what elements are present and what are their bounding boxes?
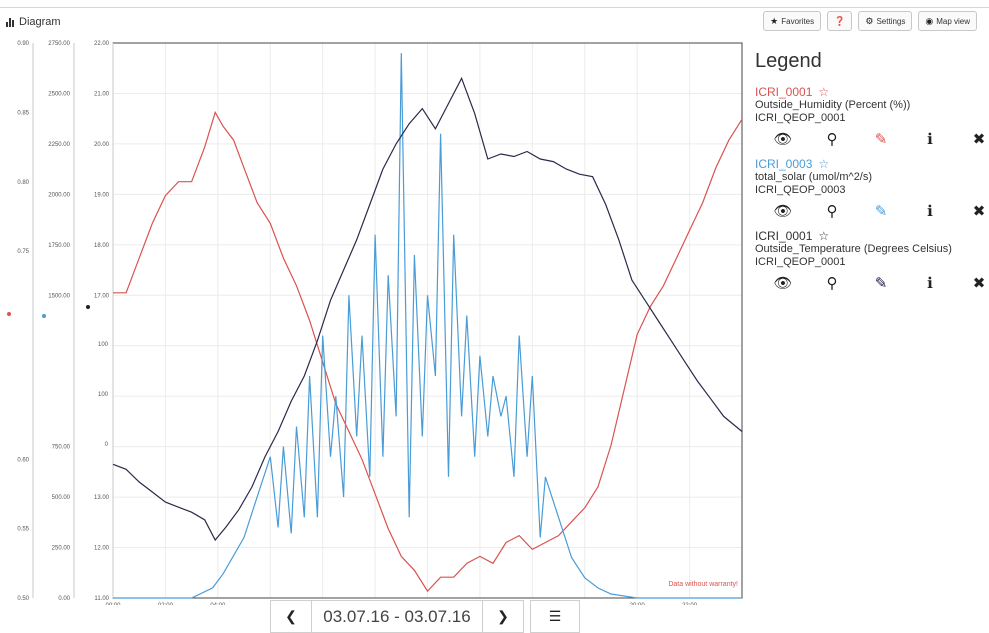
prev-date-button[interactable]: ❮	[270, 600, 312, 633]
close-icon[interactable]: ✖	[972, 131, 986, 148]
legend-source: ICRI_QEOP_0001	[755, 112, 846, 124]
y-tick-label: 13.00	[94, 495, 110, 501]
legend-actions: 👁 ⚲ ✎ ℹ ✖	[771, 129, 989, 149]
map-marker-icon[interactable]: ⚲	[826, 275, 838, 292]
y-tick-label: 2250.00	[48, 142, 70, 148]
info-icon[interactable]: ℹ	[927, 131, 933, 148]
y-tick-label: 2000.00	[48, 192, 70, 198]
y-tick-label: 22.00	[94, 41, 110, 47]
y-tick-label: 0	[105, 442, 109, 448]
legend-actions: 👁 ⚲ ✎ ℹ ✖	[771, 273, 989, 293]
bar-chart-icon	[6, 17, 14, 27]
close-icon[interactable]: ✖	[972, 203, 986, 220]
y-tick-label: 18.00	[94, 243, 110, 249]
y-tick-label: 20.00	[94, 142, 110, 148]
legend-actions: 👁 ⚲ ✎ ℹ ✖	[771, 201, 989, 221]
chart: 0.90 0.85 0.80 0.75 0.60 0.55 0.50 2750.00 2500.…	[7, 41, 743, 605]
y-tick-label: 0.90	[17, 41, 29, 47]
legend-source: ICRI_QEOP_0001	[755, 256, 846, 268]
series-line	[112, 76, 743, 542]
date-navigator: ❮ 03.07.16 - 03.07.16 ❯ ☰	[270, 600, 580, 633]
favorite-star-icon[interactable]: ☆	[818, 85, 830, 99]
x-tick-label: 22:00	[682, 603, 698, 605]
legend-panel: Legend ICRI_0001 ☆ Outside_Humidity (Per…	[755, 50, 985, 301]
hide-eye-icon[interactable]: 👁	[773, 275, 793, 292]
legend-parameter: total_solar (umol/m^2/s)	[755, 171, 873, 183]
y-tick-label: 500.00	[52, 495, 71, 501]
y-tick-label: 0.85	[17, 110, 29, 116]
y-tick-label: 0.50	[17, 596, 29, 602]
legend-title: Legend	[755, 50, 822, 72]
y-tick-label: 100	[98, 392, 109, 398]
y-tick-label: 21.00	[94, 91, 110, 97]
map-marker-icon[interactable]: ⚲	[826, 203, 838, 220]
series-line	[113, 53, 742, 599]
series-line	[113, 110, 743, 593]
y-tick-label: 12.00	[94, 546, 110, 552]
y-tick-label: 11.00	[94, 596, 109, 602]
axis-color-marker	[42, 314, 46, 318]
legend-station[interactable]: ICRI_0001	[755, 85, 813, 99]
legend-entry-humidity: ICRI_0001 ☆ Outside_Humidity (Percent (%…	[755, 85, 985, 149]
settings-button[interactable]: ⚙ Settings	[858, 11, 913, 31]
y-tick-label: 0.75	[17, 249, 29, 255]
y-tick-label: 1750.00	[48, 243, 70, 249]
legend-entry-temperature: ICRI_0001 ☆ Outside_Temperature (Degrees…	[755, 229, 985, 293]
info-icon[interactable]: ℹ	[927, 275, 933, 292]
list-icon: ☰	[548, 608, 562, 624]
help-button[interactable]: ❓	[827, 11, 853, 31]
legend-parameter: Outside_Temperature (Degrees Celsius)	[755, 243, 952, 255]
y-tick-label: 17.00	[94, 293, 110, 299]
diagram-title: Diagram	[19, 16, 61, 28]
legend-station[interactable]: ICRI_0003	[755, 157, 813, 171]
legend-entry-solar: ICRI_0003 ☆ total_solar (umol/m^2/s) ICR…	[755, 157, 985, 221]
y-tick-label: 0.60	[17, 457, 29, 463]
axis-color-marker	[86, 305, 90, 309]
y-tick-label: 0.55	[17, 527, 29, 533]
info-icon[interactable]: ℹ	[927, 203, 933, 220]
x-tick-label: 20:00	[630, 603, 646, 605]
favorites-button[interactable]: ★ Favorites	[763, 11, 822, 31]
legend-source: ICRI_QEOP_0003	[755, 184, 846, 196]
top-divider	[0, 7, 989, 8]
x-tick-label: 00:00	[105, 603, 121, 605]
axis-color-marker	[7, 312, 11, 316]
y-tick-label: 2750.00	[48, 41, 70, 47]
pencil-icon[interactable]: ✎	[874, 203, 888, 220]
question-icon: ❓	[834, 15, 846, 26]
y-tick-label: 100	[98, 342, 109, 348]
pencil-icon[interactable]: ✎	[874, 275, 888, 292]
favorite-star-icon[interactable]: ☆	[818, 157, 830, 171]
gear-icon: ⚙	[865, 15, 874, 26]
x-tick-label: 02:00	[158, 603, 174, 605]
list-view-button[interactable]: ☰	[530, 600, 580, 633]
favorite-star-icon[interactable]: ☆	[818, 229, 830, 243]
chevron-right-icon: ❯	[497, 608, 509, 624]
map-marker-icon[interactable]: ⚲	[826, 131, 838, 148]
y-tick-label: 19.00	[94, 192, 110, 198]
chevron-left-icon: ❮	[285, 608, 297, 624]
legend-parameter: Outside_Humidity (Percent (%))	[755, 99, 911, 111]
globe-icon: ◉	[925, 15, 934, 26]
y-tick-label: 1500.00	[48, 293, 70, 299]
date-range-display[interactable]: 03.07.16 - 03.07.16	[312, 600, 482, 633]
y-tick-label: 250.00	[52, 546, 71, 552]
legend-station[interactable]: ICRI_0001	[755, 229, 813, 243]
diagram-header: Diagram	[6, 14, 61, 30]
hide-eye-icon[interactable]: 👁	[773, 203, 793, 220]
y-tick-label: 0.00	[58, 596, 70, 602]
y-tick-label: 750.00	[52, 445, 71, 451]
y-tick-label: 2500.00	[48, 91, 70, 97]
warranty-notice: Data without warranty!	[668, 581, 738, 588]
x-tick-label: 04:00	[210, 603, 226, 605]
star-icon: ★	[770, 15, 779, 26]
y-tick-label: 0.80	[17, 180, 29, 186]
toolbar: ★ Favorites ❓ ⚙ Settings ◉ Map view	[763, 11, 977, 31]
pencil-icon[interactable]: ✎	[874, 131, 888, 148]
next-date-button[interactable]: ❯	[482, 600, 524, 633]
hide-eye-icon[interactable]: 👁	[773, 131, 793, 148]
map-view-button[interactable]: ◉ Map view	[918, 11, 977, 31]
close-icon[interactable]: ✖	[972, 275, 986, 292]
